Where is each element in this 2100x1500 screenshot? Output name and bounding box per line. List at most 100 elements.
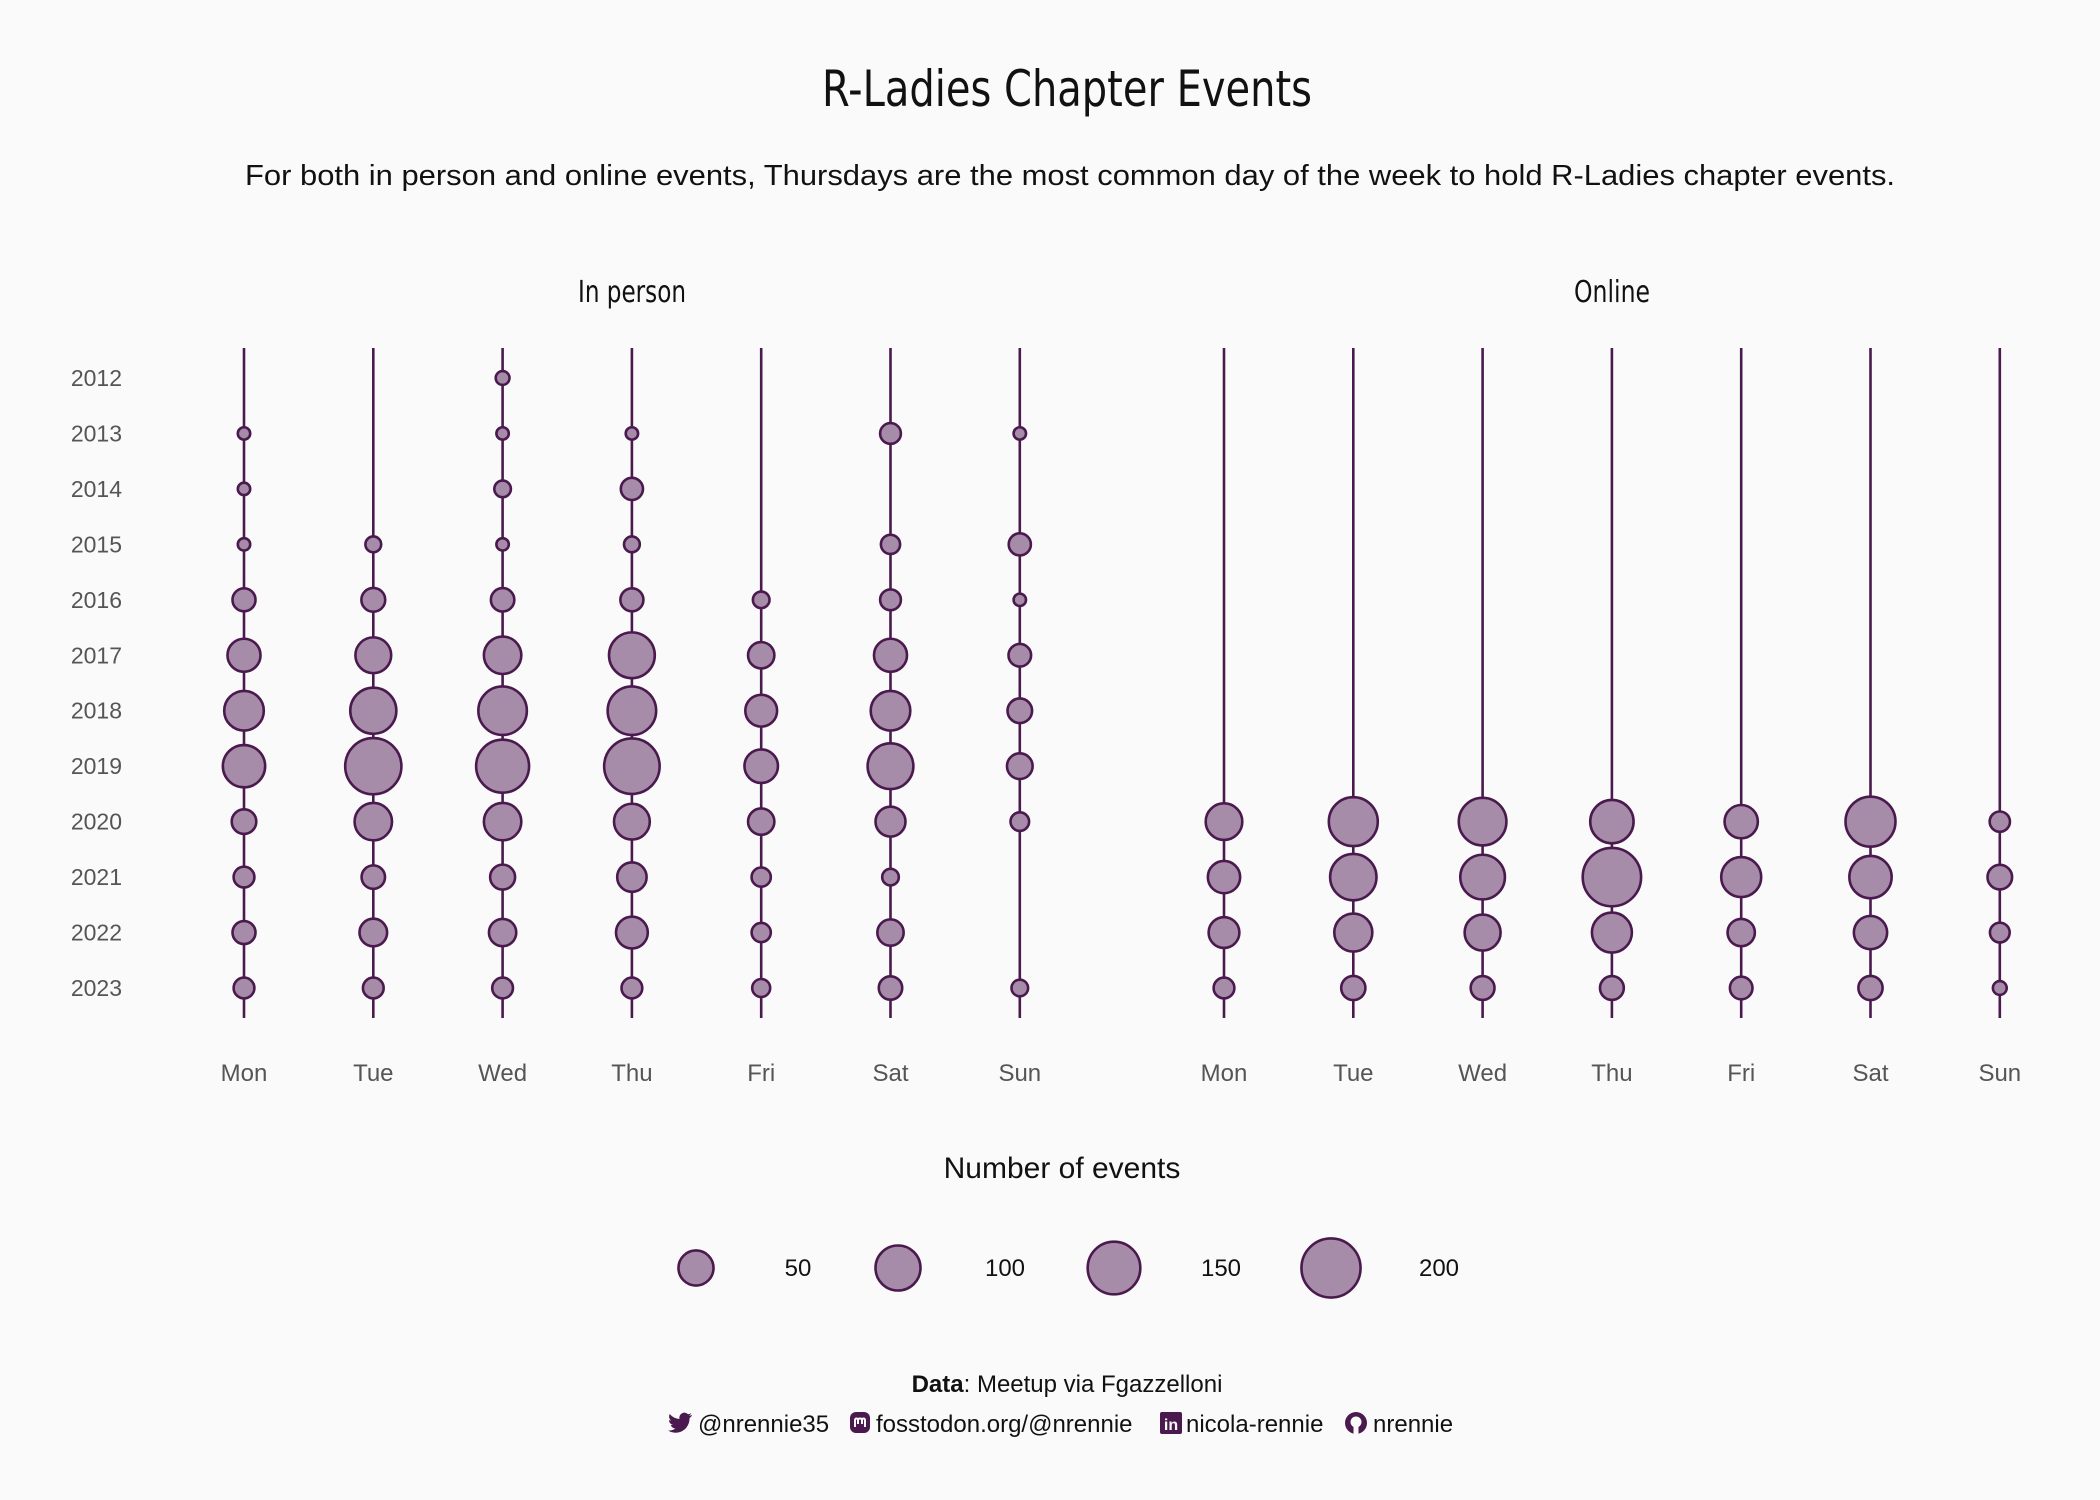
mastodon-handle[interactable]: fosstodon.org/@nrennie — [876, 1411, 1133, 1438]
event-bubble — [879, 533, 902, 556]
event-bubble — [1726, 917, 1757, 948]
event-bubble — [607, 631, 657, 680]
event-bubble — [477, 685, 529, 737]
event-bubble — [489, 586, 516, 613]
event-bubble — [1458, 853, 1507, 901]
event-bubble — [361, 976, 385, 1000]
panels: Mon Tue Wed Thu Fri Sat Sun Mon Tue Wed Thu Fri Sat S… — [221, 348, 2021, 1087]
y-tick-label: 2019 — [71, 753, 122, 779]
event-bubble — [1457, 796, 1508, 847]
event-bubble — [612, 802, 652, 841]
event-bubble — [360, 864, 387, 891]
event-bubble — [1332, 912, 1374, 953]
y-tick-label: 2023 — [71, 975, 122, 1001]
event-bubble — [360, 586, 387, 614]
x-tick-label: Fri — [747, 1060, 775, 1087]
event-bubble — [1007, 642, 1033, 668]
caption-data-source: : Meetup via Fgazzelloni — [964, 1371, 1223, 1398]
event-bubble — [231, 919, 257, 946]
event-bubble — [348, 686, 398, 736]
event-bubble — [1728, 975, 1754, 1001]
legend-label: 100 — [985, 1255, 1025, 1282]
event-bubble — [1852, 914, 1889, 951]
event-bubble — [606, 685, 658, 737]
event-bubble — [750, 921, 773, 944]
event-bubble — [1988, 921, 2011, 944]
event-bubble — [743, 748, 780, 785]
event-bubble — [619, 587, 645, 613]
event-bubble — [230, 808, 258, 836]
event-bubble — [1012, 425, 1028, 441]
event-bubble — [1009, 811, 1031, 833]
event-bubble — [1986, 863, 2014, 891]
event-bubble — [869, 689, 912, 732]
y-tick-label: 2020 — [71, 809, 122, 835]
twitter-handle[interactable]: @nrennie35 — [698, 1411, 829, 1438]
panel-in-person: Mon Tue Wed Thu Fri Sat Sun — [221, 348, 1041, 1087]
event-bubble — [358, 917, 389, 948]
y-tick-label: 2016 — [71, 587, 122, 613]
event-bubble — [1206, 859, 1242, 895]
event-bubble — [874, 805, 907, 838]
event-bubble — [878, 421, 903, 446]
linkedin-icon: in — [1160, 1412, 1182, 1434]
event-bubble — [354, 636, 393, 675]
event-bubble — [236, 481, 252, 497]
legend-label: 150 — [1201, 1255, 1241, 1282]
y-tick-label: 2021 — [71, 864, 122, 890]
event-bubble — [866, 741, 915, 791]
linkedin-handle[interactable]: nicola-rennie — [1186, 1411, 1323, 1438]
caption-data-label: Data — [912, 1371, 965, 1398]
legend-label: 200 — [1419, 1255, 1459, 1282]
facet-label-in-person: In person — [578, 275, 686, 310]
legend-bubble — [1300, 1237, 1362, 1299]
event-bubble — [353, 801, 394, 842]
github-handle[interactable]: nrennie — [1373, 1411, 1453, 1438]
event-bubble — [1598, 974, 1626, 1002]
event-bubble — [1581, 846, 1643, 908]
event-bubble — [488, 863, 517, 891]
event-bubble — [1204, 802, 1244, 842]
event-bubble — [1988, 810, 2012, 834]
event-bubble — [746, 640, 776, 670]
x-tick-label: Sat — [872, 1060, 908, 1087]
event-bubble — [495, 425, 511, 441]
mastodon-icon — [850, 1412, 870, 1433]
event-bubble — [487, 917, 518, 948]
event-bubble — [236, 425, 252, 441]
panel-online: Mon Tue Wed Thu Fri Sat Sun — [1201, 348, 2021, 1087]
event-bubble — [482, 801, 523, 842]
twitter-icon — [668, 1412, 692, 1433]
event-bubble — [343, 736, 403, 796]
x-tick-label: Tue — [353, 1060, 393, 1087]
event-bubble — [231, 587, 257, 613]
event-bubble — [222, 689, 266, 732]
y-tick-label: 2022 — [71, 920, 122, 946]
event-bubble — [1010, 978, 1030, 998]
legend-bubble — [677, 1249, 715, 1287]
chart-subtitle: For both in person and online events, Th… — [245, 160, 1895, 192]
event-bubble — [620, 976, 644, 1000]
event-bubble — [622, 535, 642, 554]
y-tick-label: 2012 — [71, 365, 122, 391]
svg-text:in: in — [1164, 1417, 1178, 1434]
chart-title: R-Ladies Chapter Events — [822, 60, 1312, 118]
event-bubble — [614, 915, 650, 950]
event-bubble — [1857, 974, 1884, 1002]
github-icon — [1345, 1412, 1367, 1434]
event-bubble — [236, 536, 252, 552]
event-bubble — [619, 476, 645, 502]
event-bubble — [1469, 974, 1496, 1002]
y-tick-label: 2013 — [71, 420, 122, 446]
event-bubble — [474, 738, 531, 794]
legend-label: 50 — [785, 1255, 812, 1282]
event-bubble — [602, 737, 661, 796]
event-bubble — [750, 977, 772, 999]
x-tick-label: Thu — [1591, 1060, 1632, 1087]
event-bubble — [1005, 752, 1034, 781]
event-bubble — [878, 588, 903, 612]
legend-title: Number of events — [944, 1152, 1181, 1185]
event-bubble — [1588, 798, 1635, 845]
x-tick-label: Sat — [1852, 1060, 1888, 1087]
